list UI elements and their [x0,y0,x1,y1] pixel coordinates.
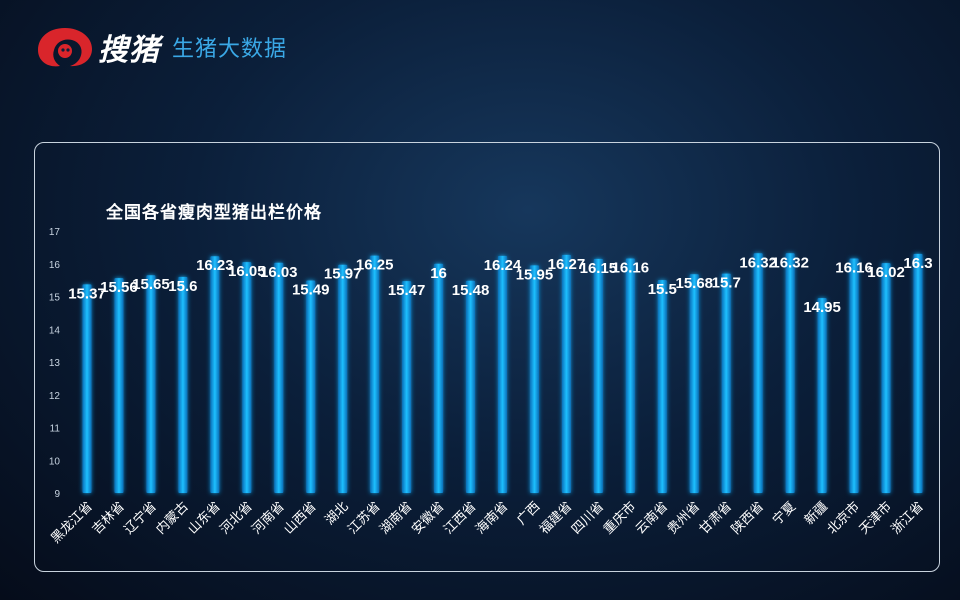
data-label: 16.32 [739,254,777,271]
data-label: 15.37 [68,285,106,302]
y-tick-label: 14 [49,325,61,336]
data-label: 15.65 [132,276,170,293]
bar [498,255,507,493]
brand-header: 搜猪 生猪大数据 [34,22,287,72]
bar [657,280,667,493]
y-tick-label: 9 [54,489,60,500]
data-label: 16.05 [228,263,266,280]
bar [242,262,252,493]
chart-title: 全国各省瘦肉型猪出栏价格 [106,203,322,223]
bar [274,262,284,493]
bar [466,280,476,493]
data-label: 15.97 [324,266,362,283]
x-tick-label: 安徽省 [409,499,447,537]
brand-subtitle: 生猪大数据 [172,37,288,62]
data-label: 15.49 [292,281,330,298]
x-tick-label: 甘肃省 [697,499,735,537]
x-tick-label: 山东省 [185,499,223,537]
data-label: 16 [430,265,447,282]
bar [434,263,444,493]
data-label: 15.6 [168,278,197,295]
x-tick-label: 河北省 [217,499,255,537]
y-tick-label: 10 [49,456,61,467]
y-tick-label: 16 [49,260,61,271]
data-label: 14.95 [803,299,841,316]
bar [306,280,316,493]
bar [402,281,412,493]
bar [146,275,156,493]
bar [210,256,220,493]
bar [817,298,827,493]
y-tick-label: 17 [49,227,61,238]
data-label: 15.5 [648,281,677,298]
data-label: 15.7 [712,275,741,292]
y-tick-label: 15 [49,293,61,304]
data-label: 16.3 [903,255,932,272]
bar [114,278,124,493]
x-tick-label: 河南省 [249,499,288,538]
data-label: 16.16 [612,260,650,277]
bar [689,274,699,493]
x-tick-label: 宁夏 [769,499,799,529]
brand-name: 搜猪 [98,33,160,68]
data-label: 16.25 [356,257,394,274]
bar [913,253,923,493]
data-label: 16.23 [196,257,234,274]
x-tick-label: 四川省 [569,499,607,537]
y-tick-label: 11 [50,424,61,435]
data-label: 15.68 [675,275,713,292]
x-tick-label: 辽宁省 [121,499,160,538]
bar [753,253,763,493]
data-label: 16.03 [260,264,298,281]
bar [82,284,92,493]
x-tick-label: 江西省 [441,499,479,537]
data-label: 16.02 [867,264,905,281]
bar [338,264,348,493]
data-label: 16.16 [835,260,873,277]
data-label: 16.32 [771,254,809,271]
bar [593,258,603,493]
bar [785,253,795,493]
bar [370,255,380,493]
x-tick-label: 黑龙江省 [48,499,95,546]
data-label: 15.47 [388,282,426,299]
x-tick-label: 北京市 [824,499,863,538]
bar [849,258,859,493]
data-label: 16.15 [580,260,618,277]
x-tick-label: 海南省 [472,499,511,538]
y-tick-label: 12 [49,391,61,402]
x-tick-label: 内蒙古 [153,499,192,538]
x-tick-label: 贵州省 [665,499,703,537]
x-tick-label: 江苏省 [345,499,384,538]
x-tick-label: 福建省 [537,499,575,537]
bar [625,258,635,493]
x-tick-label: 湖南省 [377,499,416,538]
bar [561,254,571,493]
bar [721,273,731,493]
data-label: 15.95 [516,266,554,283]
data-label: 16.27 [548,256,586,273]
x-tick-label: 浙江省 [889,499,927,537]
chart-panel [34,142,940,572]
x-tick-label: 山西省 [281,499,319,537]
x-tick-label: 云南省 [632,499,671,538]
bar [881,263,891,493]
data-label: 16.24 [484,257,522,274]
x-tick-label: 吉林省 [90,499,128,537]
y-tick-label: 13 [49,358,61,369]
x-tick-label: 重庆市 [600,499,639,538]
x-tick-label: 陕西省 [729,499,767,537]
data-label: 15.48 [452,282,490,299]
bar [529,265,539,493]
pig-logo-icon [38,28,92,67]
x-tick-label: 天津市 [856,499,895,538]
bar [178,276,188,493]
data-label: 15.56 [100,279,138,296]
